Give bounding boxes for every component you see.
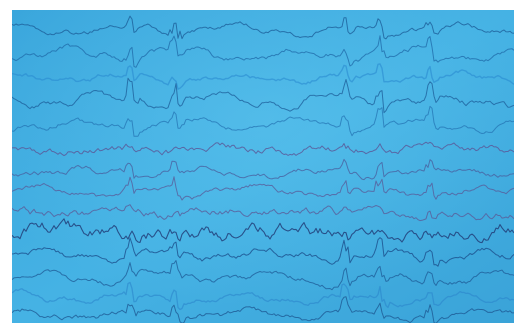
eeg-traces — [12, 15, 514, 323]
trace — [12, 237, 514, 267]
trace — [12, 218, 514, 244]
trace — [12, 77, 514, 114]
trace — [12, 141, 514, 157]
trace — [12, 204, 514, 222]
trace — [12, 105, 514, 137]
trace — [12, 63, 514, 90]
trace — [12, 35, 514, 68]
screen-glow — [12, 10, 514, 323]
trace — [12, 15, 514, 40]
trace — [12, 296, 514, 323]
trace — [12, 158, 514, 181]
trace — [12, 176, 514, 201]
trace — [12, 260, 514, 291]
trace — [12, 281, 514, 311]
